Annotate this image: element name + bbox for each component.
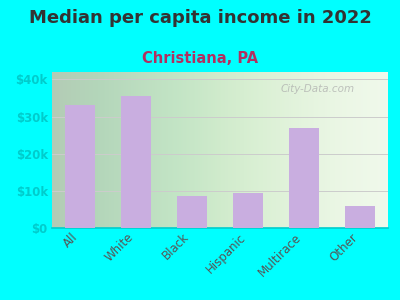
Bar [178,196,206,228]
Bar [290,128,318,228]
Bar [234,193,262,228]
Bar [346,206,374,228]
Bar [122,96,150,228]
Text: Median per capita income in 2022: Median per capita income in 2022 [28,9,372,27]
Text: Christiana, PA: Christiana, PA [142,51,258,66]
Text: City-Data.com: City-Data.com [280,85,355,94]
Bar [66,105,94,228]
